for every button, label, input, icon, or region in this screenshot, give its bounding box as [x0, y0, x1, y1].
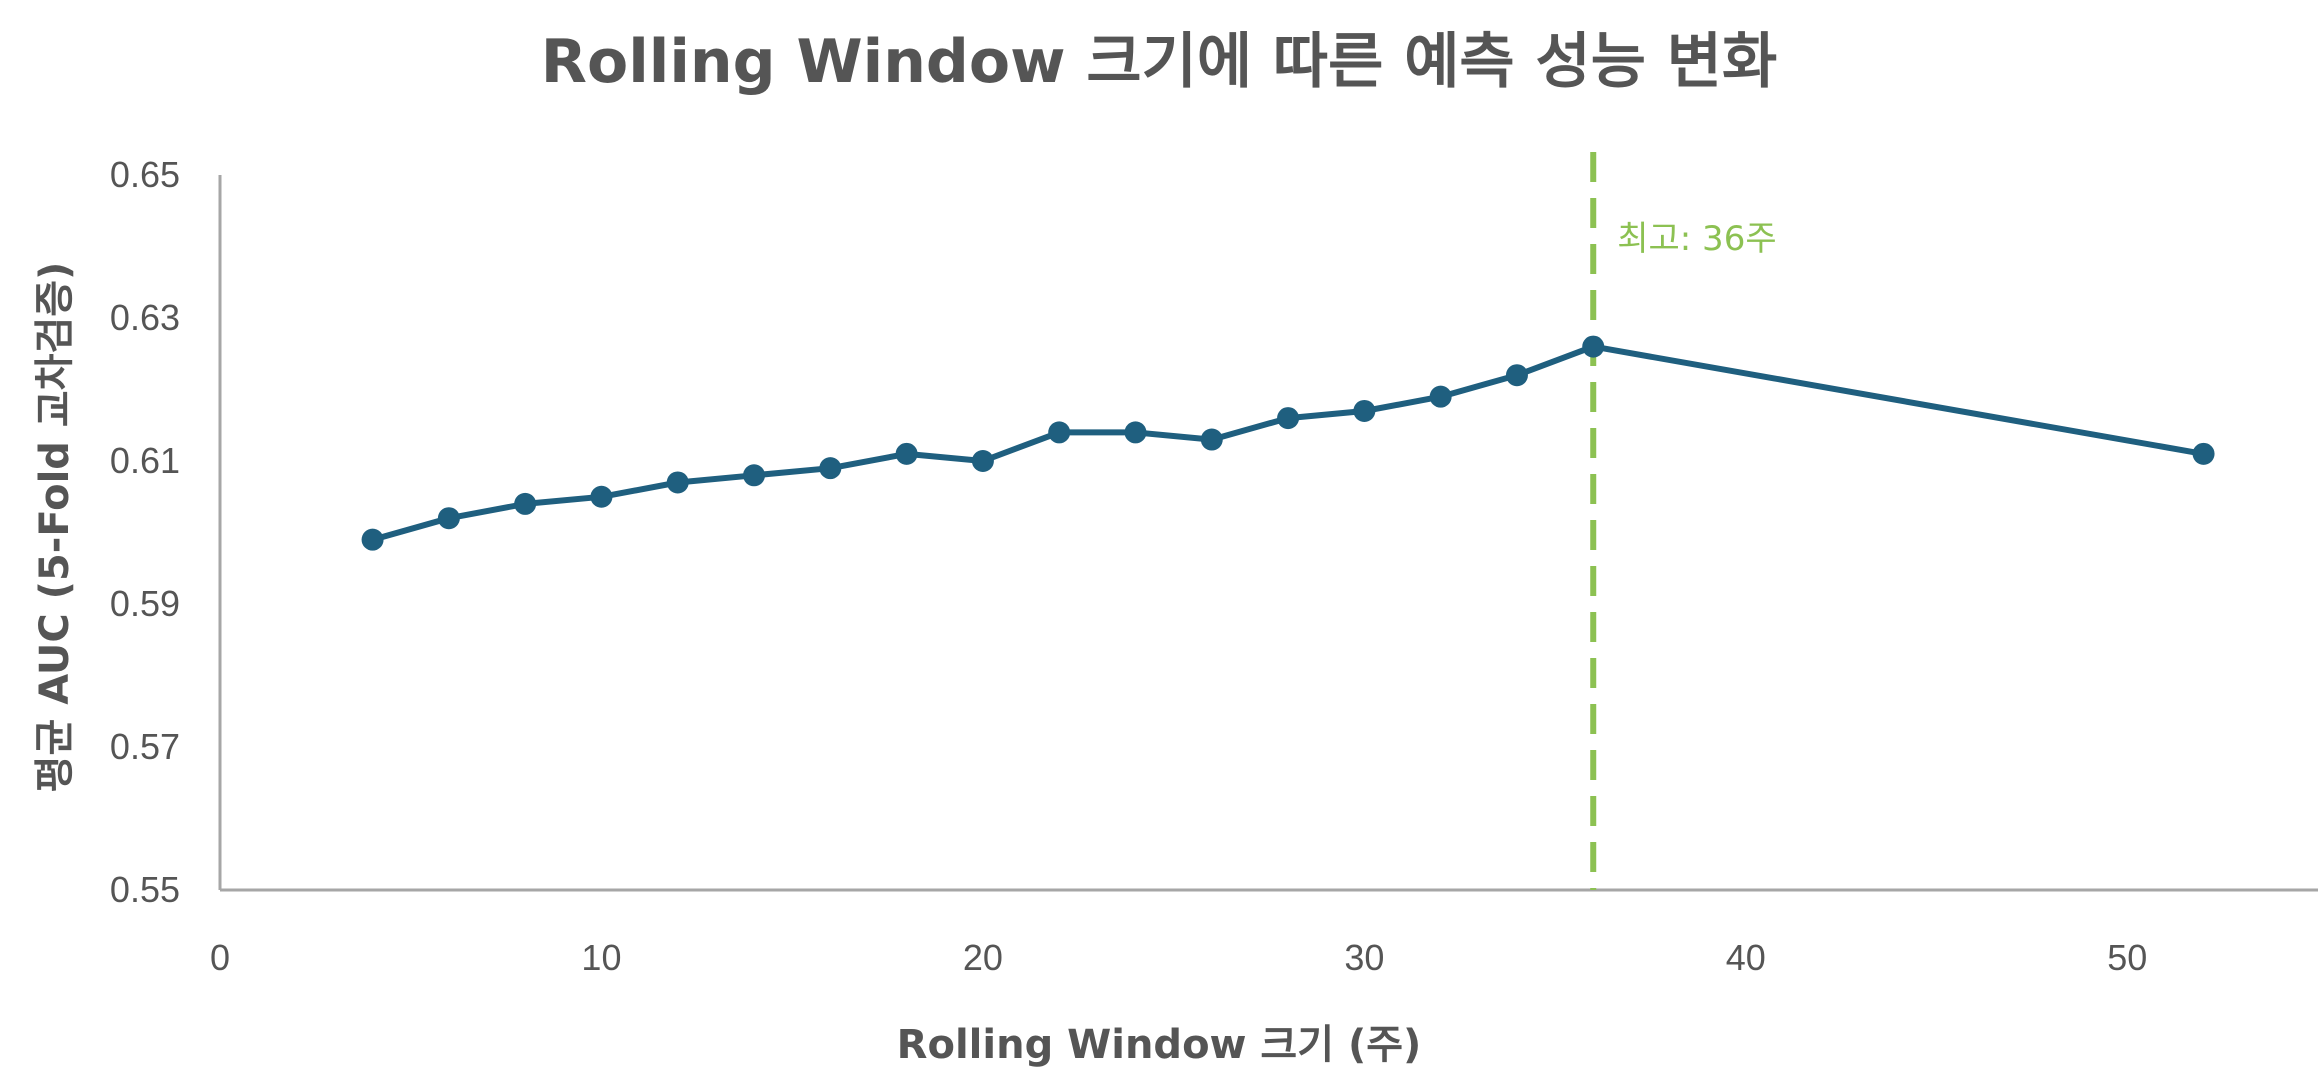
reference-line-group: 최고: 36주	[1590, 152, 1777, 890]
y-axis-title: 평균 AUC (5-Fold 교차검증)	[32, 262, 78, 793]
data-point	[1353, 399, 1376, 422]
x-tick-label: 30	[1344, 937, 1384, 978]
data-point	[1048, 421, 1071, 444]
x-tick-label: 10	[581, 937, 621, 978]
data-point	[1429, 385, 1452, 408]
series-group	[361, 335, 2215, 551]
data-point	[666, 471, 689, 494]
data-point	[895, 442, 918, 465]
y-tick-label: 0.55	[110, 869, 180, 910]
x-tick-label: 40	[1726, 937, 1766, 978]
x-tick-label: 50	[2107, 937, 2147, 978]
axes: 0 10 20 30 40 50 0.65 0.63 0.61 0.59 0.57 0.55	[110, 154, 2318, 978]
data-point	[437, 507, 460, 530]
data-point	[361, 528, 384, 551]
data-point	[590, 485, 613, 508]
data-point	[1582, 335, 1605, 358]
x-axis-title: Rolling Window 크기 (주)	[897, 1022, 1422, 1068]
data-point	[514, 492, 537, 515]
data-point	[743, 464, 766, 487]
y-tick-label: 0.59	[110, 583, 180, 624]
x-tick-label: 0	[210, 937, 230, 978]
y-tick-label: 0.63	[110, 297, 180, 338]
data-point	[819, 457, 842, 480]
data-point	[2192, 442, 2215, 465]
y-tick-label: 0.57	[110, 726, 180, 767]
chart-title: Rolling Window 크기에 따른 예측 성능 변화	[541, 27, 1777, 97]
best-window-label: 최고: 36주	[1617, 219, 1776, 259]
series-line	[369, 343, 2207, 543]
y-tick-label: 0.65	[110, 154, 180, 195]
data-point	[1505, 364, 1528, 387]
data-point	[971, 450, 994, 472]
data-point	[1277, 407, 1300, 430]
data-point	[1200, 428, 1223, 451]
data-point	[1124, 421, 1147, 444]
x-tick-label: 20	[963, 937, 1003, 978]
y-tick-label: 0.61	[110, 440, 180, 481]
